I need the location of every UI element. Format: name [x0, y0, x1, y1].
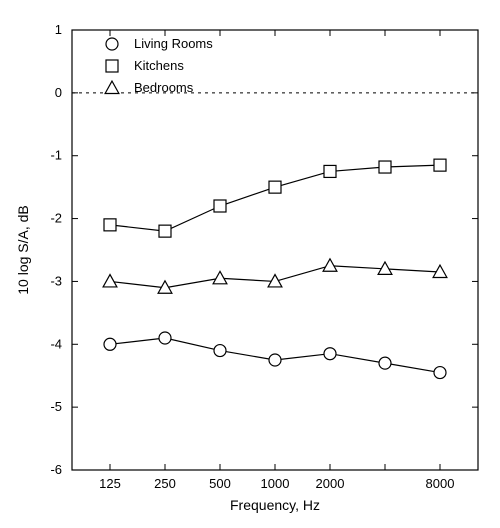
- y-tick-label: 1: [55, 22, 62, 37]
- x-tick-label: 500: [209, 476, 231, 491]
- x-tick-label: 1000: [261, 476, 290, 491]
- x-tick-label: 250: [154, 476, 176, 491]
- y-tick-label: -6: [50, 462, 62, 477]
- legend-label: Kitchens: [134, 58, 184, 73]
- y-tick-label: -2: [50, 211, 62, 226]
- x-tick-label: 8000: [426, 476, 455, 491]
- y-tick-label: -1: [50, 148, 62, 163]
- x-tick-label: 2000: [316, 476, 345, 491]
- series-line: [110, 165, 440, 231]
- x-axis-label-svg: Frequency, Hz: [230, 497, 320, 513]
- room-absorption-chart: 1 0 -1 -2 -3 -4 -5 -6 125 250 500 1000 2000 8000 Frequ…: [0, 0, 500, 528]
- y-tick-label: -5: [50, 399, 62, 414]
- legend-label: Living Rooms: [134, 36, 213, 51]
- y-tick-label: -4: [50, 336, 62, 351]
- x-tick-label: 125: [99, 476, 121, 491]
- y-axis-label-svg: 10 log S/A, dB: [15, 205, 31, 295]
- y-tick-label: -3: [50, 273, 62, 288]
- y-tick-label: 0: [55, 85, 62, 100]
- legend-label: Bedrooms: [134, 80, 194, 95]
